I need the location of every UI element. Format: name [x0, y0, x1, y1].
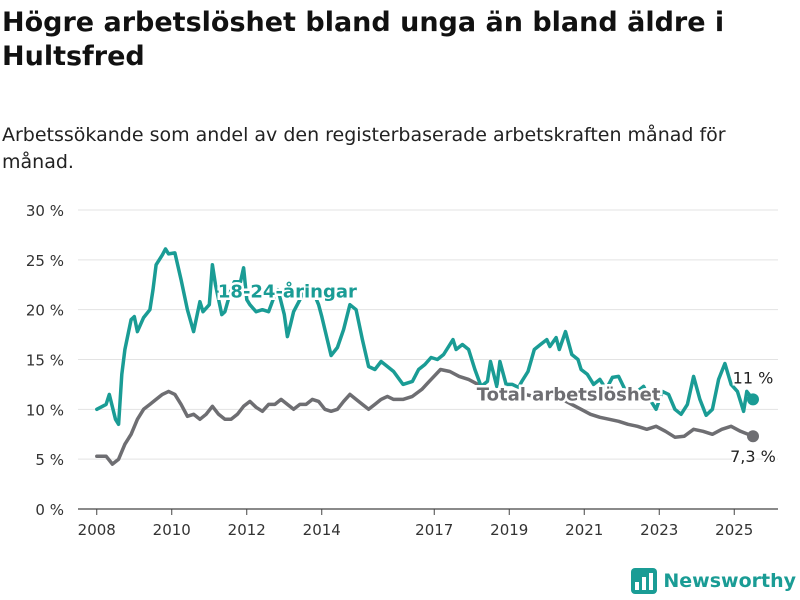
- series-line: [95, 247, 755, 427]
- x-tick-label: 2023: [640, 521, 678, 539]
- bar-chart-logo-icon: [631, 568, 658, 594]
- y-tick-label: 30 %: [26, 202, 64, 220]
- series-annotation: 18-24-åringar: [218, 281, 357, 303]
- x-tick-label: 2021: [565, 521, 603, 539]
- label-layer: 11 % 7,3 % 18-24-åringar Total arbetslöshet: [215, 278, 777, 468]
- x-tick-label: 2008: [78, 521, 116, 539]
- x-tick-label: 2010: [153, 521, 191, 539]
- brand-logo: Newsworthy: [631, 568, 796, 594]
- brand-name: Newsworthy: [663, 570, 796, 592]
- y-tick-label: 20 %: [26, 302, 64, 320]
- series-end-label: 7,3 %: [730, 447, 776, 466]
- y-tick-label: 15 %: [26, 352, 64, 370]
- series-end-label: 11 %: [733, 368, 774, 387]
- x-tick-label: 2025: [715, 521, 753, 539]
- x-tick-label: 2019: [490, 521, 528, 539]
- x-tick-label: 2017: [415, 521, 453, 539]
- y-tick-label: 5 %: [35, 451, 64, 469]
- series-annotation: Total arbetslöshet: [477, 384, 661, 405]
- series-line: [95, 367, 755, 466]
- chart-subtitle: Arbetssökande som andel av den registerb…: [2, 124, 726, 173]
- series-layer: [95, 247, 759, 466]
- y-tick-label: 0 %: [35, 501, 64, 519]
- axis-layer: 0 % 5 % 10 % 15 % 20 % 25 % 30 % 2008 2010 2012 20…: [26, 202, 753, 539]
- x-tick-label: 2012: [228, 521, 266, 539]
- y-tick-label: 10 %: [26, 401, 64, 419]
- line-chart: 0 % 5 % 10 % 15 % 20 % 25 % 30 % 2008 2010 2012 20…: [26, 202, 778, 539]
- x-tick-label: 2014: [303, 521, 341, 539]
- series-end-point: [747, 430, 759, 443]
- y-tick-label: 25 %: [26, 252, 64, 270]
- series-end-point: [747, 393, 759, 406]
- chart-title: Högre arbetslöshet bland unga än bland ä…: [2, 7, 725, 72]
